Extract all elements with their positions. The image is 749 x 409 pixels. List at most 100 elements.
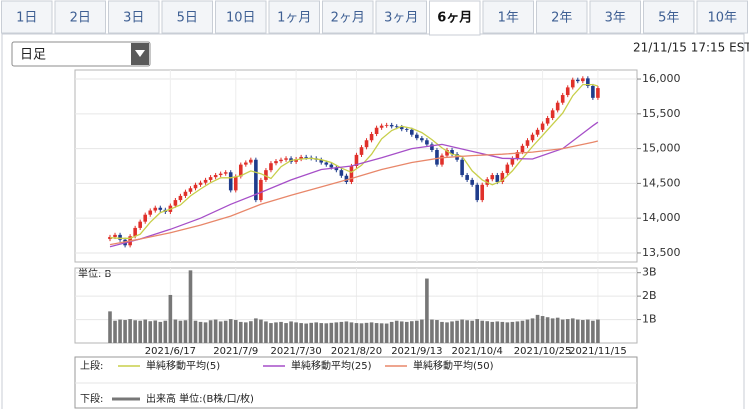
tab[interactable] — [375, 0, 427, 34]
volume-bar — [269, 323, 273, 343]
volume-bar — [289, 321, 293, 343]
tab[interactable] — [161, 0, 213, 34]
candle-body — [591, 86, 595, 98]
tab[interactable] — [429, 0, 481, 36]
candle-body — [138, 221, 142, 228]
tab[interactable] — [696, 0, 748, 34]
tab-label[interactable]: 2日 — [70, 11, 91, 26]
tab[interactable] — [54, 0, 106, 34]
legend-entry: 単純移動平均(50) — [413, 359, 494, 372]
candle-body — [218, 173, 223, 176]
tab[interactable] — [1, 0, 53, 34]
tab-label[interactable]: 1ヶ月 — [277, 11, 311, 26]
candle-body — [213, 175, 218, 178]
volume-bar — [208, 320, 213, 343]
dropdown[interactable]: 日足 — [11, 41, 151, 67]
tab-label[interactable]: 10年 — [707, 11, 737, 26]
volume-bar — [334, 322, 339, 343]
tab[interactable] — [215, 0, 267, 34]
candle-body — [183, 191, 188, 196]
volume-bar — [158, 321, 163, 343]
volume-bar — [525, 319, 530, 343]
candle-body — [535, 129, 540, 135]
tab-label[interactable]: 10日 — [226, 11, 256, 26]
tab[interactable] — [536, 0, 588, 34]
volume-bar — [299, 323, 303, 343]
tab-label[interactable]: 1日 — [16, 11, 37, 26]
volume-bar — [244, 322, 248, 343]
volume-bar — [500, 321, 505, 343]
volume-bar — [138, 320, 142, 343]
volume-bar — [148, 321, 153, 343]
volume-bar — [485, 321, 490, 343]
volume-bar — [294, 322, 298, 343]
tab-label[interactable]: 3ヶ月 — [384, 11, 418, 26]
volume-bar — [581, 320, 585, 343]
y-tick-label: 2B — [642, 289, 657, 302]
candle-body — [158, 207, 163, 210]
volume-bar — [535, 314, 540, 343]
tab[interactable] — [322, 0, 374, 34]
candle-body — [344, 175, 349, 182]
tab[interactable] — [482, 0, 534, 34]
legend-entry: 単純移動平均(5) — [146, 359, 220, 372]
volume-bar — [329, 322, 334, 343]
candle-body — [399, 127, 404, 130]
candle-body — [384, 124, 389, 126]
volume-bar — [128, 319, 132, 343]
y-tick-label: 3B — [642, 266, 657, 279]
tab[interactable] — [643, 0, 695, 34]
candle-body — [550, 110, 555, 118]
volume-bar — [118, 319, 122, 343]
volume-bar — [304, 323, 308, 343]
volume-bar — [143, 319, 148, 343]
tab[interactable] — [268, 0, 320, 34]
tab-label[interactable]: 6ヶ月 — [437, 11, 472, 26]
tab-label[interactable]: 2年 — [551, 11, 572, 26]
candle-body — [500, 172, 505, 182]
tab[interactable] — [108, 0, 160, 34]
volume-bar — [314, 322, 319, 343]
volume-bar — [545, 317, 550, 343]
candle-body — [198, 182, 203, 185]
dropdown-box[interactable] — [11, 41, 151, 67]
candle-body — [364, 140, 369, 148]
dropdown-value[interactable]: 日足 — [20, 48, 46, 63]
volume-bar — [455, 320, 459, 343]
volume-bar — [430, 319, 434, 343]
candle-body — [113, 234, 117, 237]
candle-body — [118, 234, 122, 240]
volume-bar — [575, 319, 580, 343]
candle-body — [294, 159, 298, 162]
tab[interactable] — [589, 0, 641, 34]
tab-label[interactable]: 5日 — [177, 11, 198, 26]
candle-body — [420, 138, 424, 141]
candle-body — [148, 210, 153, 215]
y-tick-label: 15,000 — [642, 142, 681, 155]
candle-body — [324, 162, 329, 165]
volume-bar — [540, 316, 545, 343]
volume-bar — [218, 321, 223, 343]
volume-bar — [274, 322, 278, 343]
volume-bar — [515, 321, 520, 343]
candle-body — [284, 158, 288, 160]
legend-entry: 単純移動平均(25) — [291, 359, 372, 372]
volume-bar — [279, 321, 283, 343]
tab-label[interactable]: 1年 — [498, 11, 519, 26]
legend-lower-label: 下段: — [80, 392, 103, 405]
tab-label[interactable]: 3年 — [605, 11, 626, 26]
candle-body — [435, 150, 439, 165]
tab-label[interactable]: 2ヶ月 — [331, 11, 365, 26]
candle-body — [233, 176, 238, 191]
candle-body — [570, 79, 575, 88]
candle-body — [520, 145, 525, 153]
candle-body — [596, 88, 600, 98]
tab-label[interactable]: 3日 — [123, 11, 144, 26]
tab-label[interactable]: 5年 — [658, 11, 679, 26]
volume-bar — [586, 319, 590, 343]
volume-bar — [108, 311, 112, 343]
x-tick-label: 2021/8/20 — [331, 346, 382, 357]
candle-body — [269, 163, 273, 171]
x-tick-label: 2021/7/30 — [270, 346, 321, 357]
volume-bar — [404, 321, 409, 343]
